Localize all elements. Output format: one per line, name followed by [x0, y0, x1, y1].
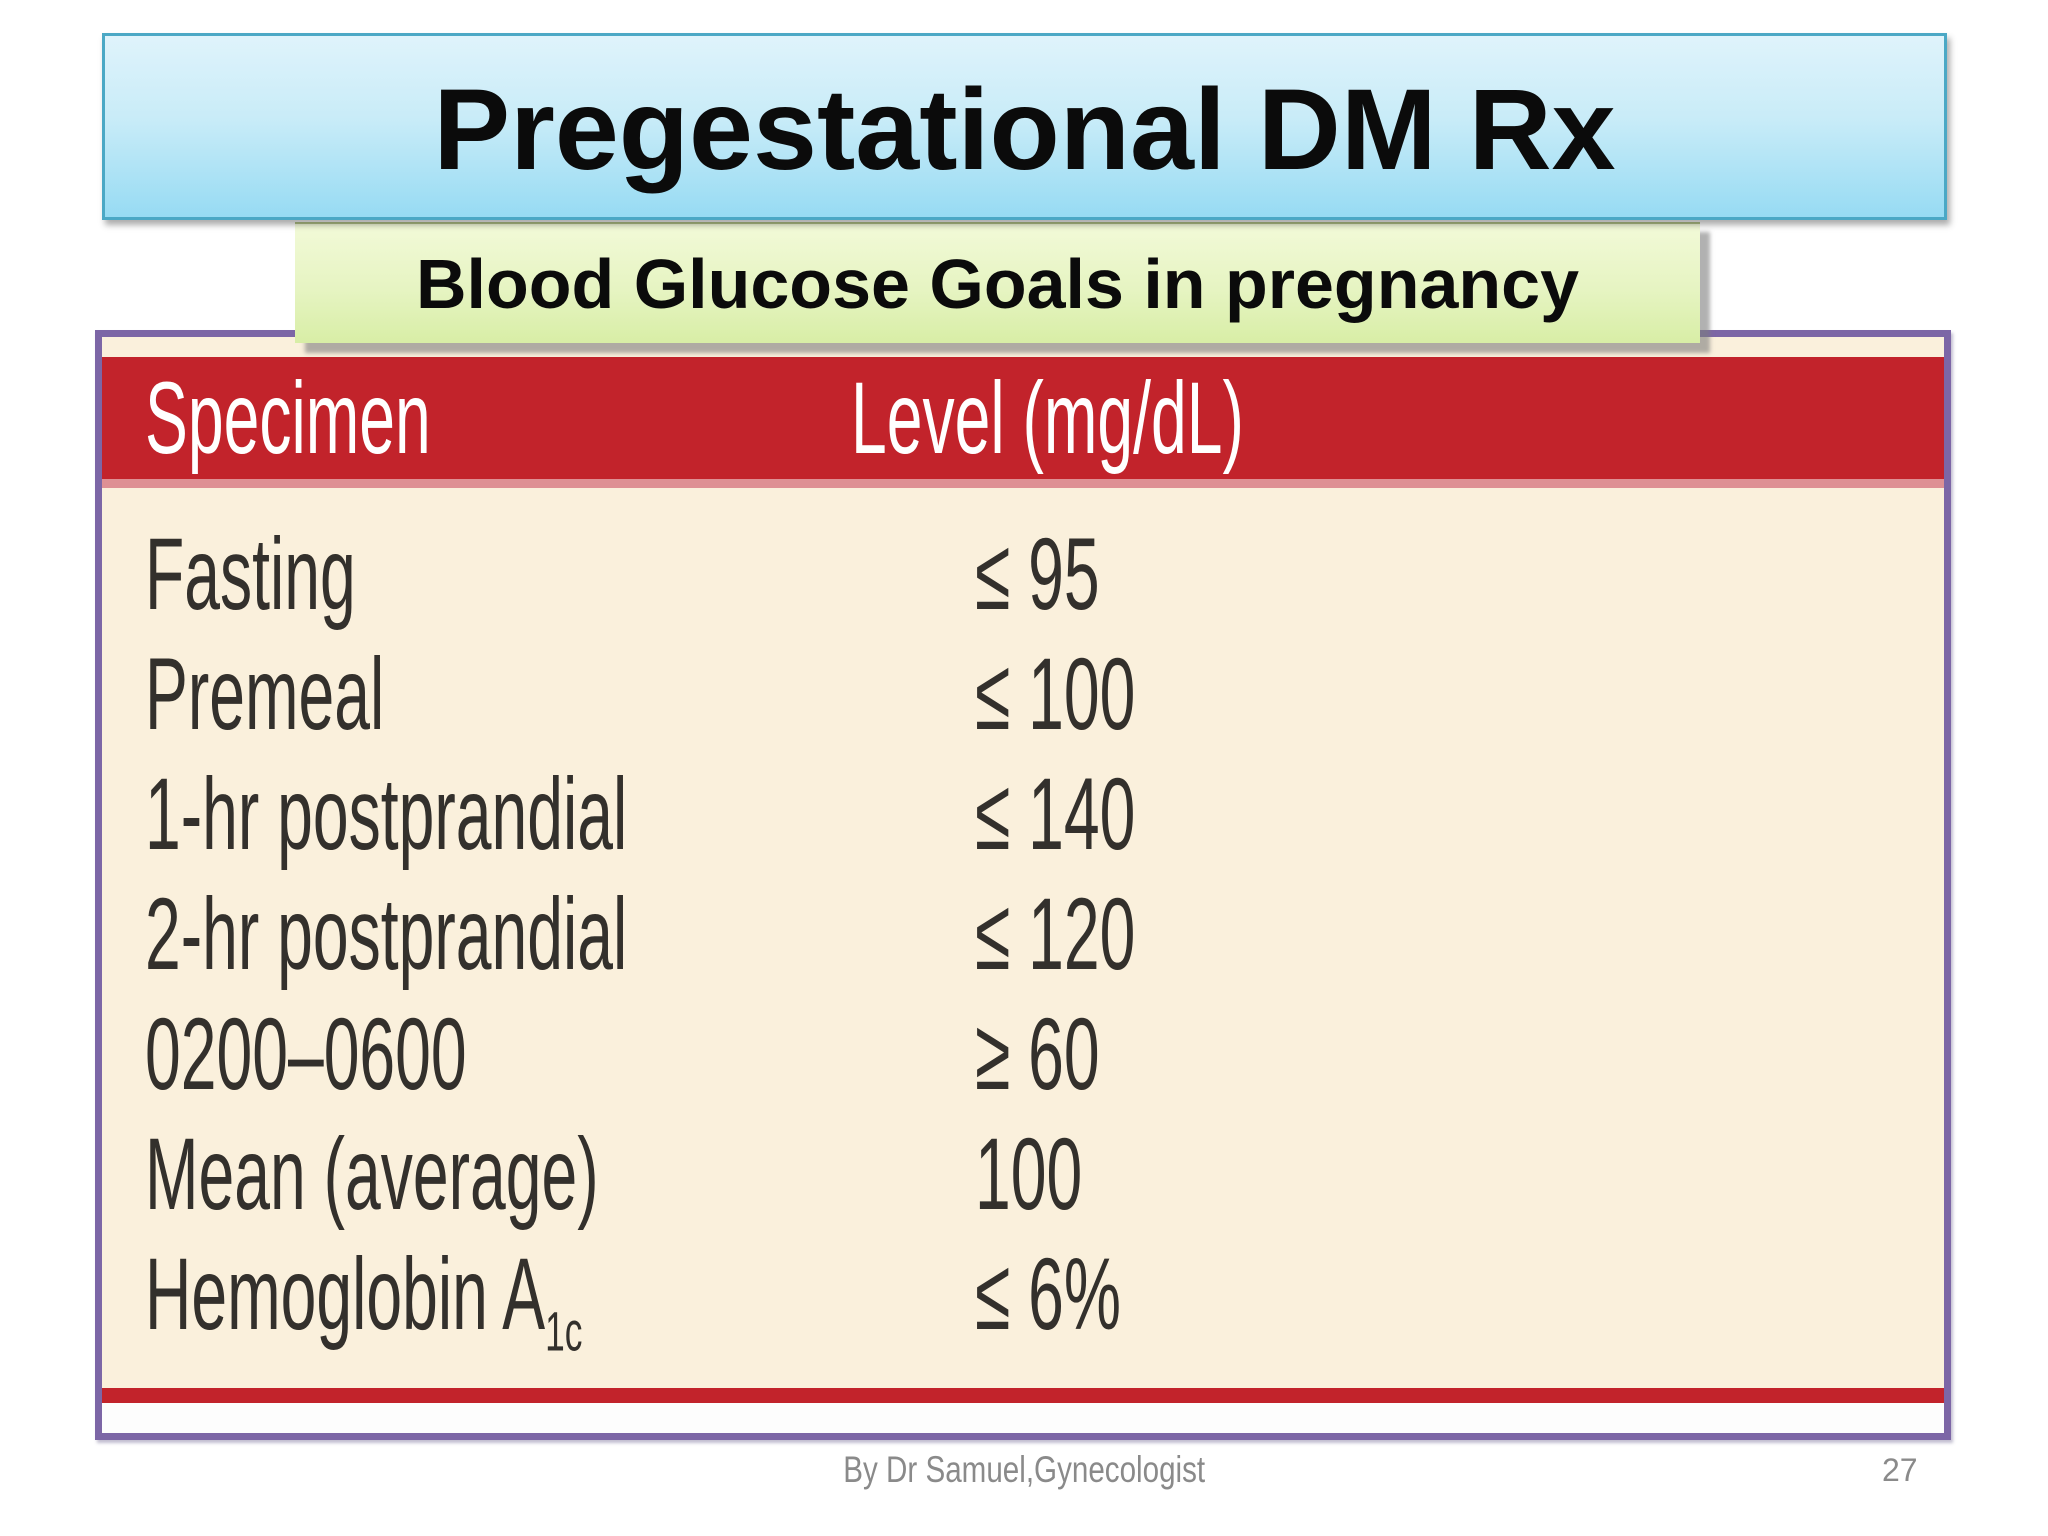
specimen-text: Mean (average): [145, 1117, 599, 1231]
table-bottom-rule: [102, 1388, 1944, 1403]
level-text: ≤ 100: [975, 637, 1136, 751]
specimen-text: 2-hr postprandial: [145, 877, 628, 991]
table-row-specimen: 0200–0600: [145, 994, 627, 1114]
specimen-text: Hemoglobin A: [145, 1237, 546, 1351]
specimen-text: Fasting: [145, 517, 356, 631]
subtitle-banner: Blood Glucose Goals in pregnancy: [295, 222, 1700, 343]
table-body: Fasting Premeal 1-hr postprandial 2-hr post…: [102, 488, 1944, 1388]
table-row-level: ≤ 120: [975, 874, 1135, 994]
specimen-text: 0200–0600: [145, 997, 467, 1111]
table-row-level: ≤ 95: [975, 514, 1135, 634]
table-row-level: ≤ 100: [975, 634, 1135, 754]
column-header-specimen: Specimen: [145, 361, 431, 475]
glucose-goals-table: Specimen Level (mg/dL) Fasting Premeal 1-h…: [95, 330, 1951, 1440]
column-header-level: Level (mg/dL): [851, 361, 1244, 475]
header-underline: [102, 479, 1944, 488]
table-row-level: ≥ 60: [975, 994, 1135, 1114]
slide-title: Pregestational DM Rx: [433, 65, 1616, 194]
level-column: ≤ 95 ≤ 100 ≤ 140 ≤ 120 ≥ 60 100 ≤ 6%: [975, 514, 1135, 1354]
specimen-text: 1-hr postprandial: [145, 757, 628, 871]
table-header-row: Specimen Level (mg/dL): [102, 357, 1944, 479]
footer: By Dr Samuel,Gynecologist: [0, 1449, 2048, 1491]
title-banner: Pregestational DM Rx: [102, 33, 1947, 220]
page-number: 27: [1882, 1452, 1918, 1488]
table-row-level: 100: [975, 1114, 1135, 1234]
table-row-specimen: 1-hr postprandial: [145, 754, 627, 874]
table-row-specimen: 2-hr postprandial: [145, 874, 627, 994]
specimen-text: Premeal: [145, 637, 385, 751]
level-text: ≥ 60: [975, 997, 1100, 1111]
level-text: 100: [975, 1117, 1083, 1231]
specimen-subscript: 1c: [545, 1299, 583, 1363]
table-row-specimen: Premeal: [145, 634, 627, 754]
level-text: ≤ 140: [975, 757, 1136, 871]
table-row-level: ≤ 140: [975, 754, 1135, 874]
level-text: ≤ 95: [975, 517, 1100, 631]
footer-credit: By Dr Samuel,Gynecologist: [843, 1449, 1205, 1490]
table-bottom-margin: [102, 1403, 1944, 1433]
level-text: ≤ 6%: [975, 1237, 1122, 1351]
table-row-specimen: Fasting: [145, 514, 627, 634]
table-row-specimen: Mean (average): [145, 1114, 627, 1234]
specimen-column: Fasting Premeal 1-hr postprandial 2-hr post…: [145, 514, 627, 1359]
slide-subtitle: Blood Glucose Goals in pregnancy: [416, 244, 1579, 323]
table-row-specimen: Hemoglobin A1c: [145, 1234, 627, 1359]
level-text: ≤ 120: [975, 877, 1136, 991]
table-row-level: ≤ 6%: [975, 1234, 1135, 1354]
